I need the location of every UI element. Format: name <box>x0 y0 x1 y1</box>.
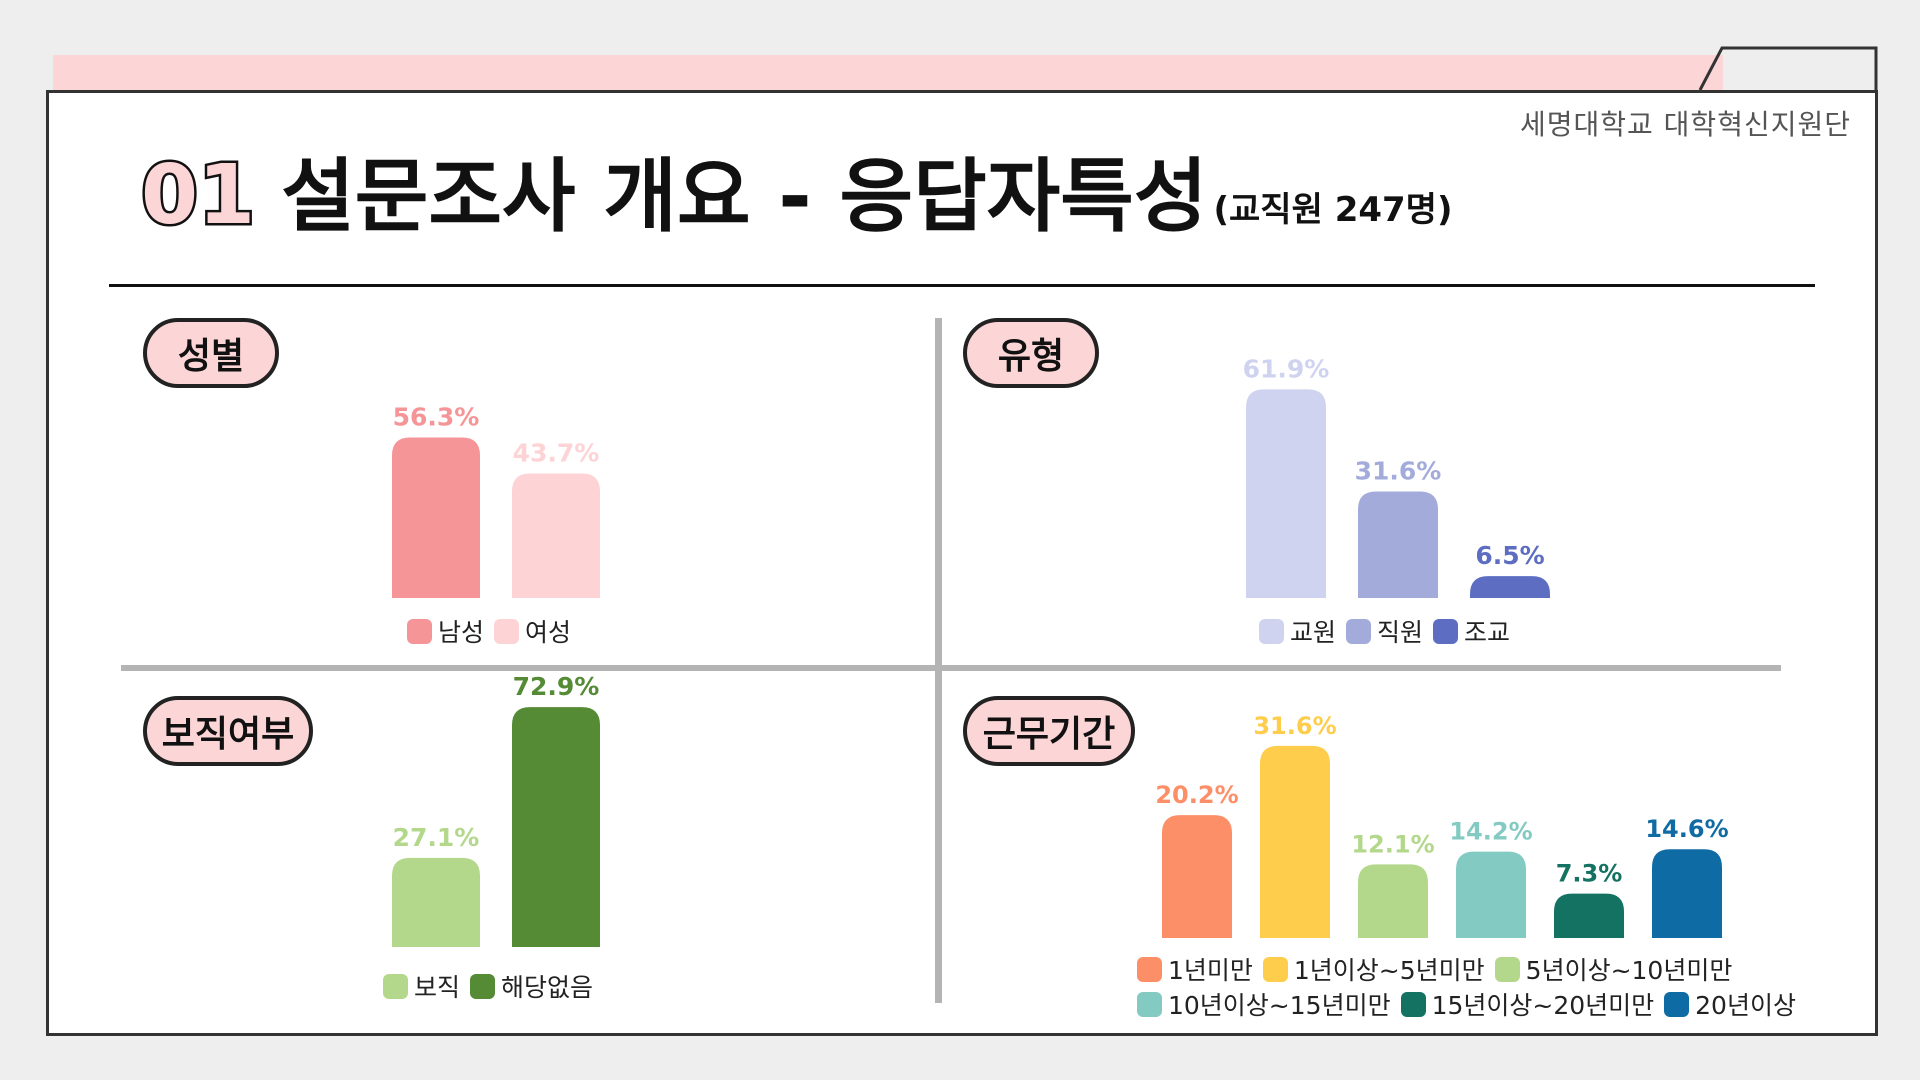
legend-label: 1년미만 <box>1168 956 1253 985</box>
data-label-position-1: 72.9% <box>513 672 600 701</box>
quadrant-divider-vertical <box>935 318 942 1003</box>
legend-item-tenure-2: 5년이상~10년미만 <box>1494 951 1733 987</box>
legend-item-gender-0: 남성 <box>407 613 484 649</box>
data-label-type-2: 6.5% <box>1475 541 1544 570</box>
legend-item-gender-1: 여성 <box>494 613 571 649</box>
bar-gender-0 <box>392 437 480 598</box>
legend-tenure-row-2: 10년이상~15년미만 15년이상~20년미만 20년이상 <box>1137 986 1806 1022</box>
data-label-type-0: 61.9% <box>1243 354 1330 383</box>
bar-tenure-3 <box>1456 851 1526 938</box>
legend-item-position-1: 해당없음 <box>470 968 593 1004</box>
data-label-tenure-2: 12.1% <box>1351 830 1434 858</box>
legend-item-tenure-3: 10년이상~15년미만 <box>1137 986 1391 1022</box>
bar-tenure-5 <box>1652 849 1722 938</box>
bar-type-2 <box>1470 576 1550 598</box>
legend-swatch <box>1346 618 1372 644</box>
title-subtitle: (교직원 247명) <box>1213 190 1453 230</box>
legend-swatch <box>1137 956 1162 982</box>
section-label-position: 보직여부 <box>143 696 313 766</box>
data-label-gender-1: 43.7% <box>513 438 600 467</box>
legend-label: 조교 <box>1464 618 1511 647</box>
bar-position-1 <box>512 707 600 947</box>
content-card: 세명대학교 대학혁신지원단 01 설문조사 개요 - 응답자특성 (교직원 24… <box>46 90 1878 1036</box>
legend-swatch <box>383 973 408 999</box>
data-label-type-1: 31.6% <box>1355 457 1442 486</box>
title-number: 01 <box>138 148 257 243</box>
legend-label: 보직 <box>414 973 461 1002</box>
legend-label: 20년이상 <box>1695 991 1796 1020</box>
data-label-tenure-1: 31.6% <box>1253 712 1336 740</box>
legend-item-type-1: 직원 <box>1346 613 1423 649</box>
legend-swatch <box>1494 956 1520 982</box>
legend-label: 1년이상~5년미만 <box>1293 956 1485 985</box>
bar-tenure-4 <box>1554 893 1624 938</box>
legend-swatch <box>1262 956 1288 982</box>
bar-tenure-0 <box>1162 815 1232 938</box>
bar-tenure-2 <box>1358 864 1428 938</box>
bar-type-1 <box>1358 491 1438 598</box>
legend-position: 보직 해당없음 <box>383 968 603 1004</box>
legend-label: 10년이상~15년미만 <box>1168 991 1391 1020</box>
legend-tenure-row-1: 1년미만 1년이상~5년미만 5년이상~10년미만 <box>1137 951 1742 987</box>
legend-type: 교원 직원 조교 <box>1259 613 1520 649</box>
quadrant-divider-horizontal <box>121 665 1781 671</box>
section-label-tenure: 근무기간 <box>963 696 1135 766</box>
legend-swatch <box>1400 991 1426 1017</box>
bar-gender-1 <box>512 473 600 598</box>
organization-name: 세명대학교 대학혁신지원단 <box>1519 108 1851 141</box>
legend-swatch <box>1137 991 1162 1017</box>
header-tab-strip <box>53 55 1723 90</box>
data-label-tenure-5: 14.6% <box>1645 815 1728 843</box>
data-label-tenure-4: 7.3% <box>1556 860 1623 888</box>
legend-item-tenure-1: 1년이상~5년미만 <box>1262 951 1485 987</box>
data-label-position-0: 27.1% <box>393 823 480 852</box>
title-text: 설문조사 개요 - 응답자특성 <box>281 150 1208 243</box>
legend-swatch <box>494 618 520 644</box>
legend-item-tenure-5: 20년이상 <box>1664 986 1796 1022</box>
legend-swatch <box>1259 618 1284 644</box>
legend-item-type-0: 교원 <box>1259 613 1336 649</box>
legend-label: 15년이상~20년미만 <box>1431 991 1655 1020</box>
bar-type-0 <box>1246 389 1326 598</box>
section-label-type: 유형 <box>963 318 1099 388</box>
legend-item-tenure-4: 15년이상~20년미만 <box>1400 986 1655 1022</box>
legend-swatch <box>470 973 496 999</box>
data-label-tenure-3: 14.2% <box>1449 818 1532 846</box>
legend-label: 교원 <box>1290 618 1337 647</box>
legend-item-tenure-0: 1년미만 <box>1137 951 1253 987</box>
legend-swatch <box>1664 991 1690 1017</box>
legend-label: 직원 <box>1377 618 1424 647</box>
page-title: 01 설문조사 개요 - 응답자특성 (교직원 247명) <box>138 148 1453 243</box>
data-label-tenure-0: 20.2% <box>1155 781 1238 809</box>
legend-label: 5년이상~10년미만 <box>1525 956 1733 985</box>
legend-swatch <box>1433 618 1459 644</box>
charts-canvas: 56.3% 43.7% 61.9% 31.6% 6.5% 27.1% 72.9% 20.2% 3… <box>392 354 1729 947</box>
legend-label: 해당없음 <box>501 973 594 1002</box>
data-label-gender-0: 56.3% <box>393 403 480 432</box>
bar-tenure-1 <box>1260 745 1330 938</box>
legend-swatch <box>407 618 432 644</box>
section-label-gender: 성별 <box>143 318 279 388</box>
legend-item-position-0: 보직 <box>383 968 460 1004</box>
legend-gender: 남성 여성 <box>407 613 581 649</box>
legend-item-type-2: 조교 <box>1433 613 1510 649</box>
legend-label: 여성 <box>525 618 572 647</box>
legend-label: 남성 <box>438 618 485 647</box>
bar-position-0 <box>392 857 480 947</box>
title-divider <box>109 284 1815 287</box>
